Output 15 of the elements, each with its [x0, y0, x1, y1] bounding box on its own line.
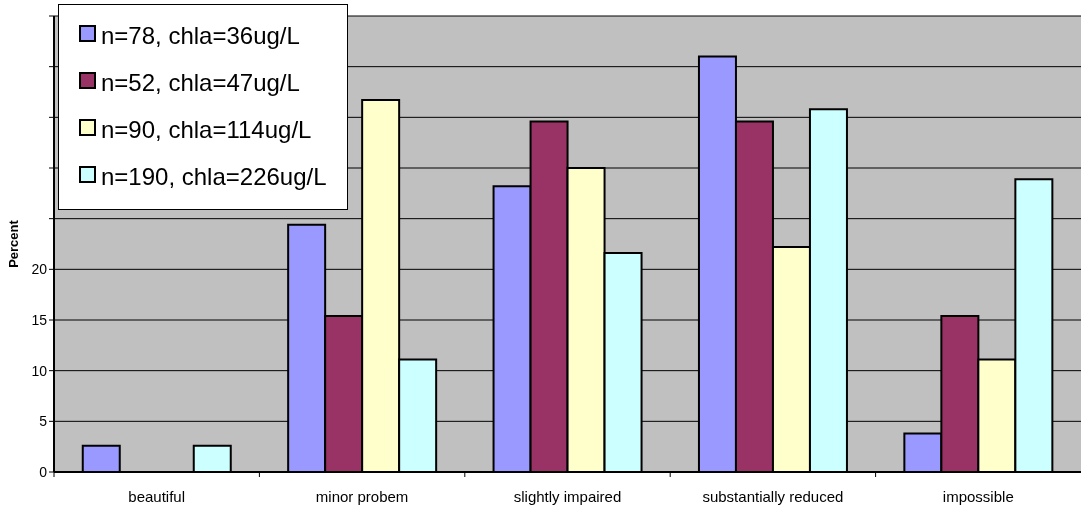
y-tick-label: 0 [39, 463, 48, 480]
y-tick-label: 15 [31, 311, 48, 328]
y-tick-label: 10 [31, 362, 48, 379]
y-axis-title: Percent [5, 219, 21, 268]
x-tick-label: minor probem [315, 488, 409, 505]
x-tick-label: impossible [942, 488, 1014, 505]
legend-label: n=190, chla=226ug/L [101, 163, 327, 191]
legend-label: n=78, chla=36ug/L [101, 22, 300, 50]
x-tick-label: beautiful [128, 488, 186, 505]
y-tick-label: 20 [31, 261, 48, 278]
y-tick-label: 5 [39, 413, 48, 430]
legend-label: n=52, chla=47ug/L [101, 69, 300, 97]
x-tick-label: slightly impaired [513, 488, 622, 505]
legend-label: n=90, chla=114ug/L [101, 116, 312, 144]
x-tick-label: substantially reduced [702, 488, 844, 505]
